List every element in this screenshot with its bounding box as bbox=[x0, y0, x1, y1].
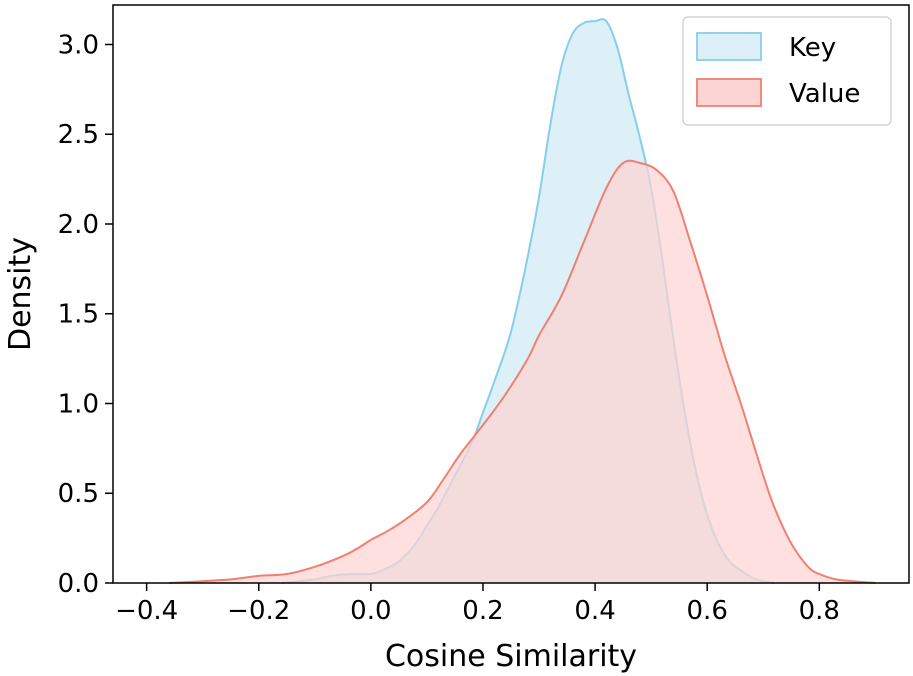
y-axis: 0.0 0.5 1.0 1.5 2.0 2.5 3.0 bbox=[58, 30, 113, 599]
legend-label-key: Key bbox=[789, 33, 836, 63]
y-tick-label: 2.5 bbox=[58, 120, 99, 150]
series-line-value bbox=[169, 159, 876, 584]
x-tick-label: 0.6 bbox=[687, 596, 728, 626]
x-tick-label: −0.2 bbox=[227, 596, 290, 626]
series-layer bbox=[169, 18, 876, 584]
y-tick-label: 0.0 bbox=[58, 569, 99, 599]
series-area-value bbox=[169, 160, 876, 583]
y-tick-label: 0.5 bbox=[58, 479, 99, 509]
legend-swatch-key bbox=[696, 32, 762, 61]
x-tick-label: 0.4 bbox=[574, 596, 615, 626]
x-tick-label: 0.2 bbox=[462, 596, 503, 626]
x-tick-label: −0.4 bbox=[115, 596, 178, 626]
legend-label-value: Value bbox=[789, 79, 860, 109]
y-tick-label: 1.0 bbox=[58, 389, 99, 419]
x-axis: −0.4 −0.2 0.0 0.2 0.4 0.6 0.8 bbox=[115, 583, 840, 626]
x-tick-label: 0.0 bbox=[350, 596, 391, 626]
x-axis-title: Cosine Similarity bbox=[385, 639, 637, 674]
plot-frame bbox=[112, 4, 910, 584]
x-tick-label: 0.8 bbox=[799, 596, 840, 626]
legend: Key Value bbox=[682, 16, 892, 126]
y-tick-label: 2.0 bbox=[58, 210, 99, 240]
y-axis-title: Density bbox=[3, 237, 38, 351]
y-tick-label: 3.0 bbox=[58, 30, 99, 60]
y-tick-label: 1.5 bbox=[58, 300, 99, 330]
legend-swatch-value bbox=[696, 78, 762, 107]
